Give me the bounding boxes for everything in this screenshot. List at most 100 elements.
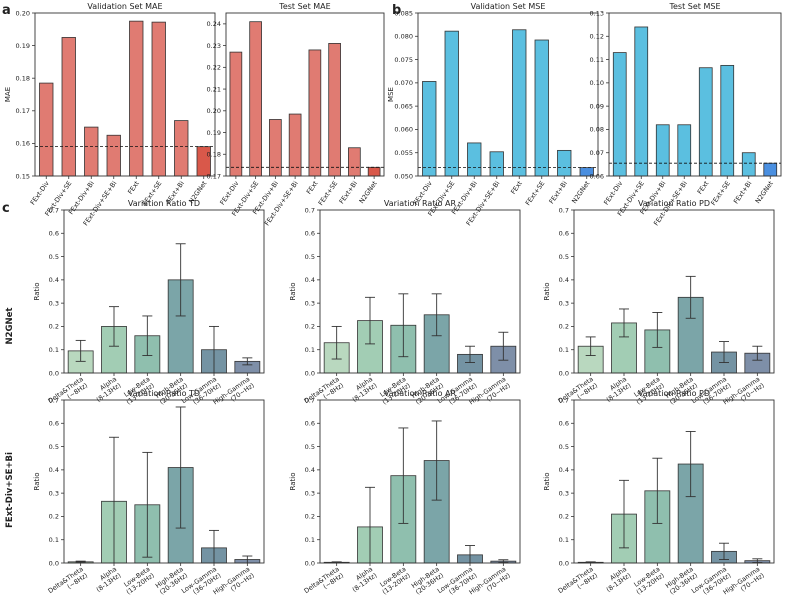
y-tick-label: 0.08	[590, 126, 604, 134]
bar	[129, 20, 144, 177]
bar	[174, 120, 189, 177]
y-tick-label: 0.18	[207, 151, 221, 159]
y-tick-label: 0.19	[16, 42, 30, 50]
y-tick-label: 0.2	[49, 513, 59, 521]
y-tick-label: 0.0	[49, 559, 59, 567]
axes-frame	[34, 12, 216, 177]
y-tick-label: 0.0	[559, 559, 569, 567]
x-tick-label: High-Gamma(70~Hz)	[212, 565, 256, 600]
y-axis-label: Ratio	[33, 473, 41, 491]
x-tick-label: FExt-Div	[29, 179, 51, 206]
y-tick-label: 0.3	[49, 489, 59, 497]
y-tick-label: 0.2	[559, 513, 569, 521]
y-tick-label: 0.5	[559, 253, 569, 261]
x-tick-label: Alpha(8-13Hz)	[347, 565, 379, 594]
bar	[308, 49, 322, 177]
x-tick-label: FExt+SE	[709, 180, 732, 207]
panel-letter-b: b	[392, 3, 401, 18]
chart-4: Variation Ratio TD Ratio 0.0 0.1 0.2 0.3 0.4 0.…	[33, 199, 265, 412]
y-tick-label: 0.1	[305, 536, 315, 544]
chart-title: Test Set MSE	[668, 2, 720, 11]
x-tick-label: Delta&Theta(~8Hz)	[557, 375, 600, 411]
y-tick-label: 0.3	[305, 299, 315, 307]
x-tick-label: FExt+Bi	[547, 179, 569, 205]
y-axis-label: Ratio	[33, 283, 41, 301]
y-axis-label: Ratio	[543, 283, 551, 301]
x-tick-label: FExt	[305, 179, 320, 196]
x-tick-label: FExt+SE	[524, 180, 547, 207]
bar	[249, 21, 262, 177]
bar	[288, 113, 302, 177]
bar	[677, 124, 692, 177]
y-tick-label: 0.10	[590, 79, 604, 87]
bar	[634, 26, 649, 177]
y-tick-label: 0.1	[305, 346, 315, 354]
x-tick-label: Delta&Theta(~8Hz)	[47, 565, 90, 600]
y-tick-label: 0.6	[49, 420, 59, 428]
y-tick-label: 0.060	[394, 126, 413, 134]
bar	[698, 67, 713, 177]
y-tick-label: 0.065	[394, 102, 413, 110]
x-tick-label: Alpha(8-13Hz)	[91, 565, 123, 594]
y-tick-label: 0.24	[207, 20, 221, 28]
row-label-fext-div-se-bi: FExt-Div+SE+Bi	[5, 452, 15, 528]
y-tick-label: 0.6	[305, 230, 315, 238]
x-tick-label: High-Gamma(70~Hz)	[212, 375, 256, 412]
y-tick-label: 0.17	[16, 107, 30, 115]
bar	[655, 124, 670, 177]
x-tick-label: High-Gamma(70~Hz)	[468, 565, 512, 600]
x-tick-label: N2GNet	[358, 179, 379, 205]
y-tick-label: 0.1	[559, 346, 569, 354]
y-tick-label: 0.3	[305, 489, 315, 497]
bar	[489, 151, 504, 177]
axes-frame	[63, 399, 265, 564]
chart-title: Variation Ratio PD	[638, 199, 710, 208]
x-tick-label-line: FExt-Div	[29, 179, 51, 206]
y-tick-label: 0.0	[559, 369, 569, 377]
y-tick-label: 0.7	[559, 206, 569, 214]
y-tick-label: 0.5	[49, 443, 59, 451]
y-tick-label: 0.2	[305, 323, 315, 331]
y-tick-label: 0.7	[305, 206, 315, 214]
x-tick-label-line: FExt	[305, 179, 320, 196]
y-tick-label: 0.3	[49, 299, 59, 307]
chart-title: Variation Ratio TD	[128, 389, 200, 398]
x-tick-label-line: FExt+SE	[709, 180, 732, 207]
y-tick-label: 0.11	[590, 56, 604, 64]
y-tick-label: 0.06	[590, 172, 604, 180]
x-tick-label-line: FExt+Bi	[732, 179, 754, 205]
bar	[328, 43, 341, 177]
y-tick-label: 0.23	[207, 42, 221, 50]
chart-2: Validation Set MSE MSE 0.050 0.055 0.060 0.06…	[387, 2, 599, 227]
axes-frame	[225, 12, 385, 177]
bar	[61, 37, 76, 177]
y-tick-label: 0.0	[305, 369, 315, 377]
y-axis-label: Ratio	[289, 473, 297, 491]
y-tick-label: 0.4	[305, 276, 315, 284]
chart-title: Validation Set MAE	[87, 2, 162, 11]
y-tick-label: 0.0	[305, 559, 315, 567]
chart-8: Variation Ratio AR Ratio 0.0 0.1 0.2 0.3 0.4 0.…	[289, 389, 521, 600]
y-tick-label: 0.22	[207, 64, 221, 72]
bar	[84, 126, 99, 177]
y-tick-label: 0.6	[559, 420, 569, 428]
bar	[151, 21, 166, 177]
axes-frame	[417, 12, 599, 177]
x-tick-label: High-Gamma(70~Hz)	[722, 565, 766, 600]
y-tick-label: 0.20	[16, 9, 30, 17]
x-tick-label: Low-Beta(13-20Hz)	[120, 565, 155, 596]
y-axis-label: Ratio	[543, 473, 551, 491]
y-tick-label: 0.0	[49, 369, 59, 377]
y-tick-label: 0.7	[305, 396, 315, 404]
chart-title: Test Set MAE	[278, 2, 330, 11]
chart-7: Variation Ratio TD Ratio 0.0 0.1 0.2 0.3 0.4 0.…	[33, 389, 265, 600]
x-tick-label-line: N2GNet	[754, 179, 775, 205]
y-tick-label: 0.15	[16, 172, 30, 180]
y-tick-label: 0.7	[559, 396, 569, 404]
y-tick-label: 0.17	[207, 172, 221, 180]
x-tick-label-line: FExt+Bi	[547, 179, 569, 205]
chart-9: Variation Ratio PD Ratio 0.0 0.1 0.2 0.3 0.4 0.…	[543, 389, 775, 600]
chart-1: Test Set MAE 0.17 0.18 0.19 0.20 0.21 0.22 0.23…	[207, 2, 385, 227]
bar	[512, 29, 527, 177]
